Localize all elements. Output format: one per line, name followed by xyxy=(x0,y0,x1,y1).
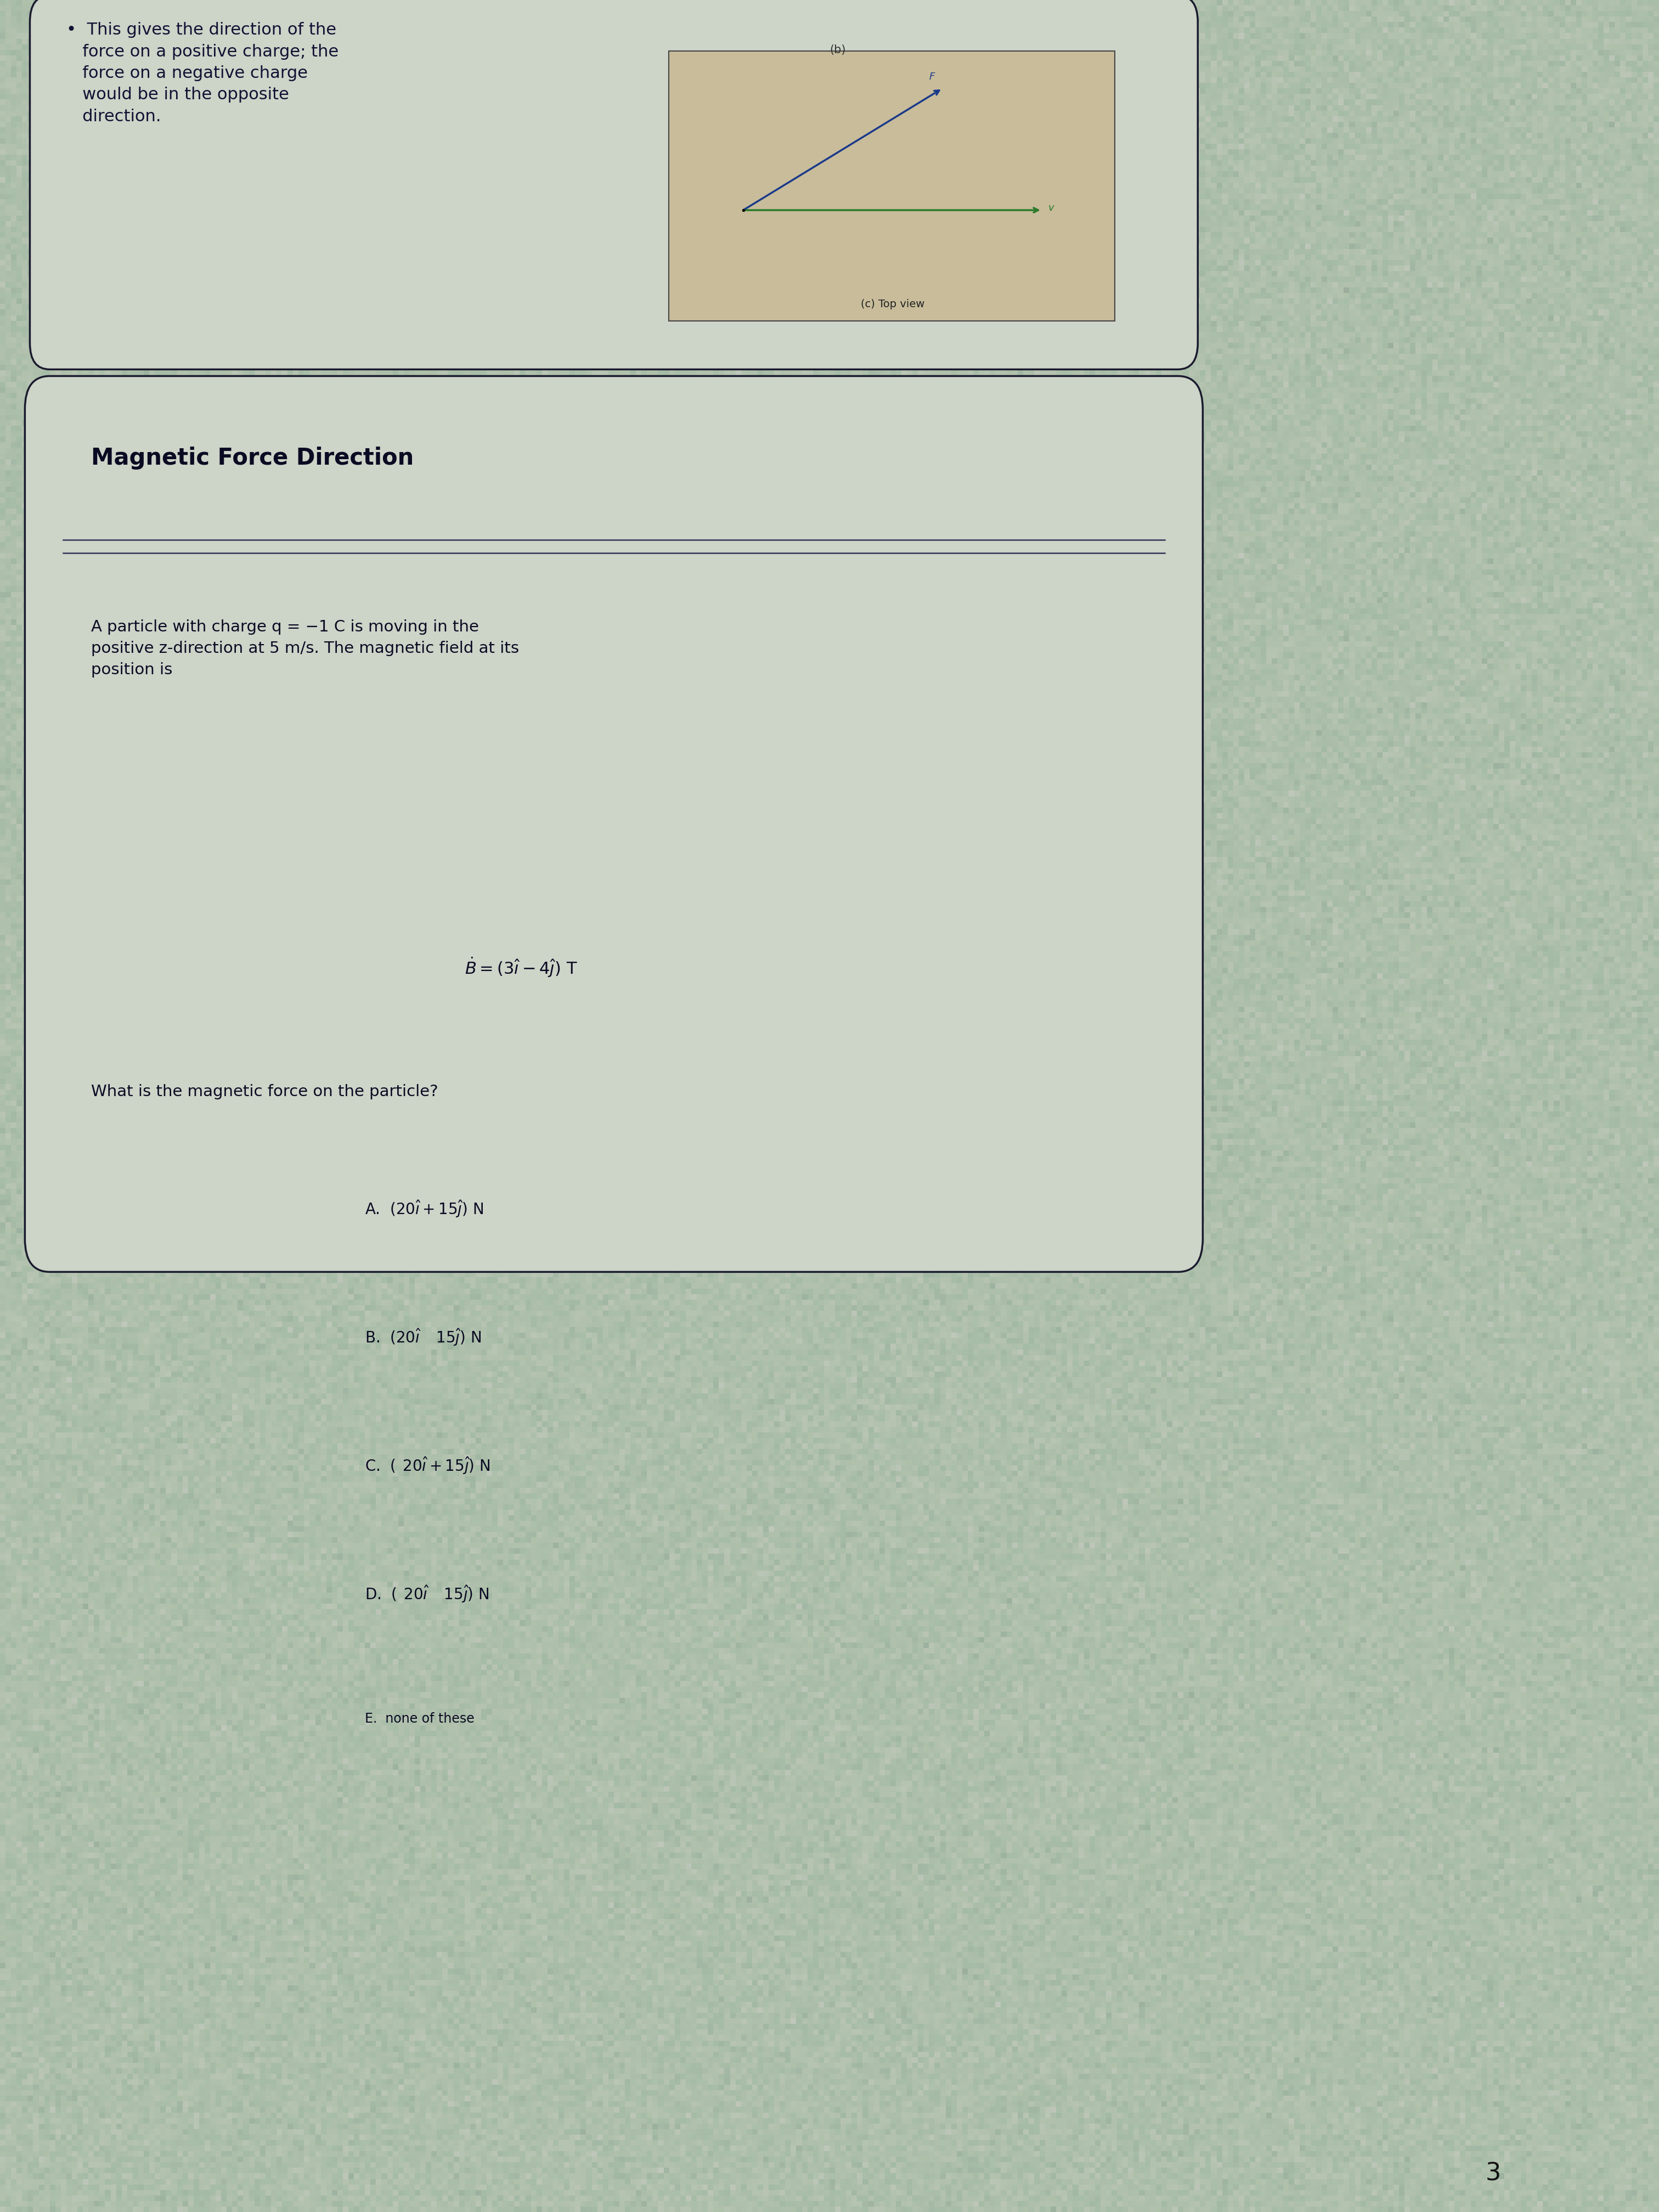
Text: (b): (b) xyxy=(830,44,846,55)
Text: D.  $(\;\,20\hat{\imath}\;\;\;\; 15\hat{\jmath})$ N: D. $(\;\,20\hat{\imath}\;\;\;\; 15\hat{\… xyxy=(365,1584,489,1604)
FancyBboxPatch shape xyxy=(669,51,1115,321)
Text: v: v xyxy=(1048,204,1055,212)
FancyBboxPatch shape xyxy=(30,0,1198,369)
Text: Magnetic Force Direction: Magnetic Force Direction xyxy=(91,447,415,469)
Text: $\dot{B} = (3\hat{\imath} - 4\hat{\jmath})$ T: $\dot{B} = (3\hat{\imath} - 4\hat{\jmath… xyxy=(465,956,577,978)
Text: B.  $(20\hat{\imath}\;\;\;\; 15\hat{\jmath})$ N: B. $(20\hat{\imath}\;\;\;\; 15\hat{\jmat… xyxy=(365,1327,481,1347)
Text: A.  $(20\hat{\imath} + 15\hat{\jmath})$ N: A. $(20\hat{\imath} + 15\hat{\jmath})$ N xyxy=(365,1199,483,1219)
Text: •  This gives the direction of the
   force on a positive charge; the
   force o: • This gives the direction of the force … xyxy=(66,22,338,124)
Text: 3: 3 xyxy=(1485,2161,1501,2185)
Text: E.  none of these: E. none of these xyxy=(365,1712,474,1725)
Text: (c) Top view: (c) Top view xyxy=(861,299,924,310)
FancyBboxPatch shape xyxy=(25,376,1203,1272)
Text: What is the magnetic force on the particle?: What is the magnetic force on the partic… xyxy=(91,1084,438,1099)
Text: A particle with charge q = −1 C is moving in the
positive z-direction at 5 m/s. : A particle with charge q = −1 C is movin… xyxy=(91,619,519,677)
Text: F: F xyxy=(929,73,934,82)
Text: C.  $(\;\,20\hat{\imath} + 15\hat{\jmath})$ N: C. $(\;\,20\hat{\imath} + 15\hat{\jmath}… xyxy=(365,1455,491,1475)
